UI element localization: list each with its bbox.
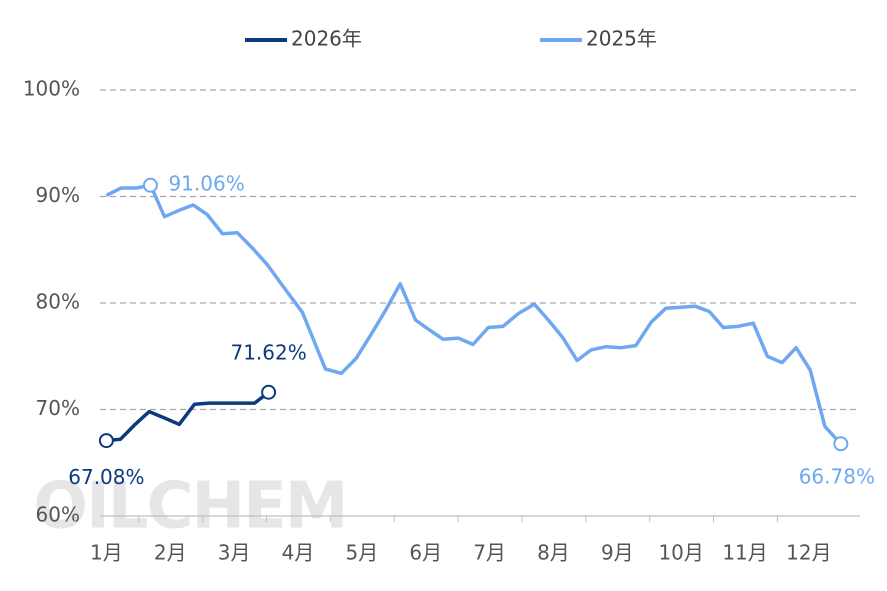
data-label: 91.06% [168, 172, 244, 196]
series-line [105, 183, 843, 445]
y-tick-label: 80% [36, 290, 80, 314]
y-tick-label: 100% [23, 77, 80, 101]
y-tick-label: 90% [36, 183, 80, 207]
x-tick-label: 5月 [345, 541, 378, 565]
point-marker [142, 177, 158, 193]
point-marker [98, 433, 114, 449]
data-label: 71.62% [230, 341, 306, 365]
y-tick-label: 70% [36, 396, 80, 420]
x-tick-label: 8月 [537, 541, 570, 565]
x-tick-label: 9月 [601, 541, 634, 565]
series-line [106, 390, 270, 443]
x-tick-label: 10月 [658, 541, 703, 565]
legend-label: 2025年 [586, 27, 657, 51]
x-tick-label: 1月 [90, 541, 123, 565]
watermark: OILCHEM [34, 470, 347, 544]
y-tick-label: 60% [36, 503, 80, 527]
point-marker [833, 436, 849, 452]
x-tick-label: 4月 [282, 541, 315, 565]
point-marker [261, 384, 277, 400]
x-tick-label: 3月 [218, 541, 251, 565]
x-tick-label: 2月 [154, 541, 187, 565]
x-tick-label: 12月 [786, 541, 831, 565]
data-label: 66.78% [799, 464, 875, 488]
x-tick-label: 7月 [473, 541, 506, 565]
x-tick-label: 11月 [722, 541, 767, 565]
legend-label: 2026年 [291, 27, 362, 51]
x-tick-label: 6月 [409, 541, 442, 565]
data-label: 67.08% [68, 465, 144, 489]
